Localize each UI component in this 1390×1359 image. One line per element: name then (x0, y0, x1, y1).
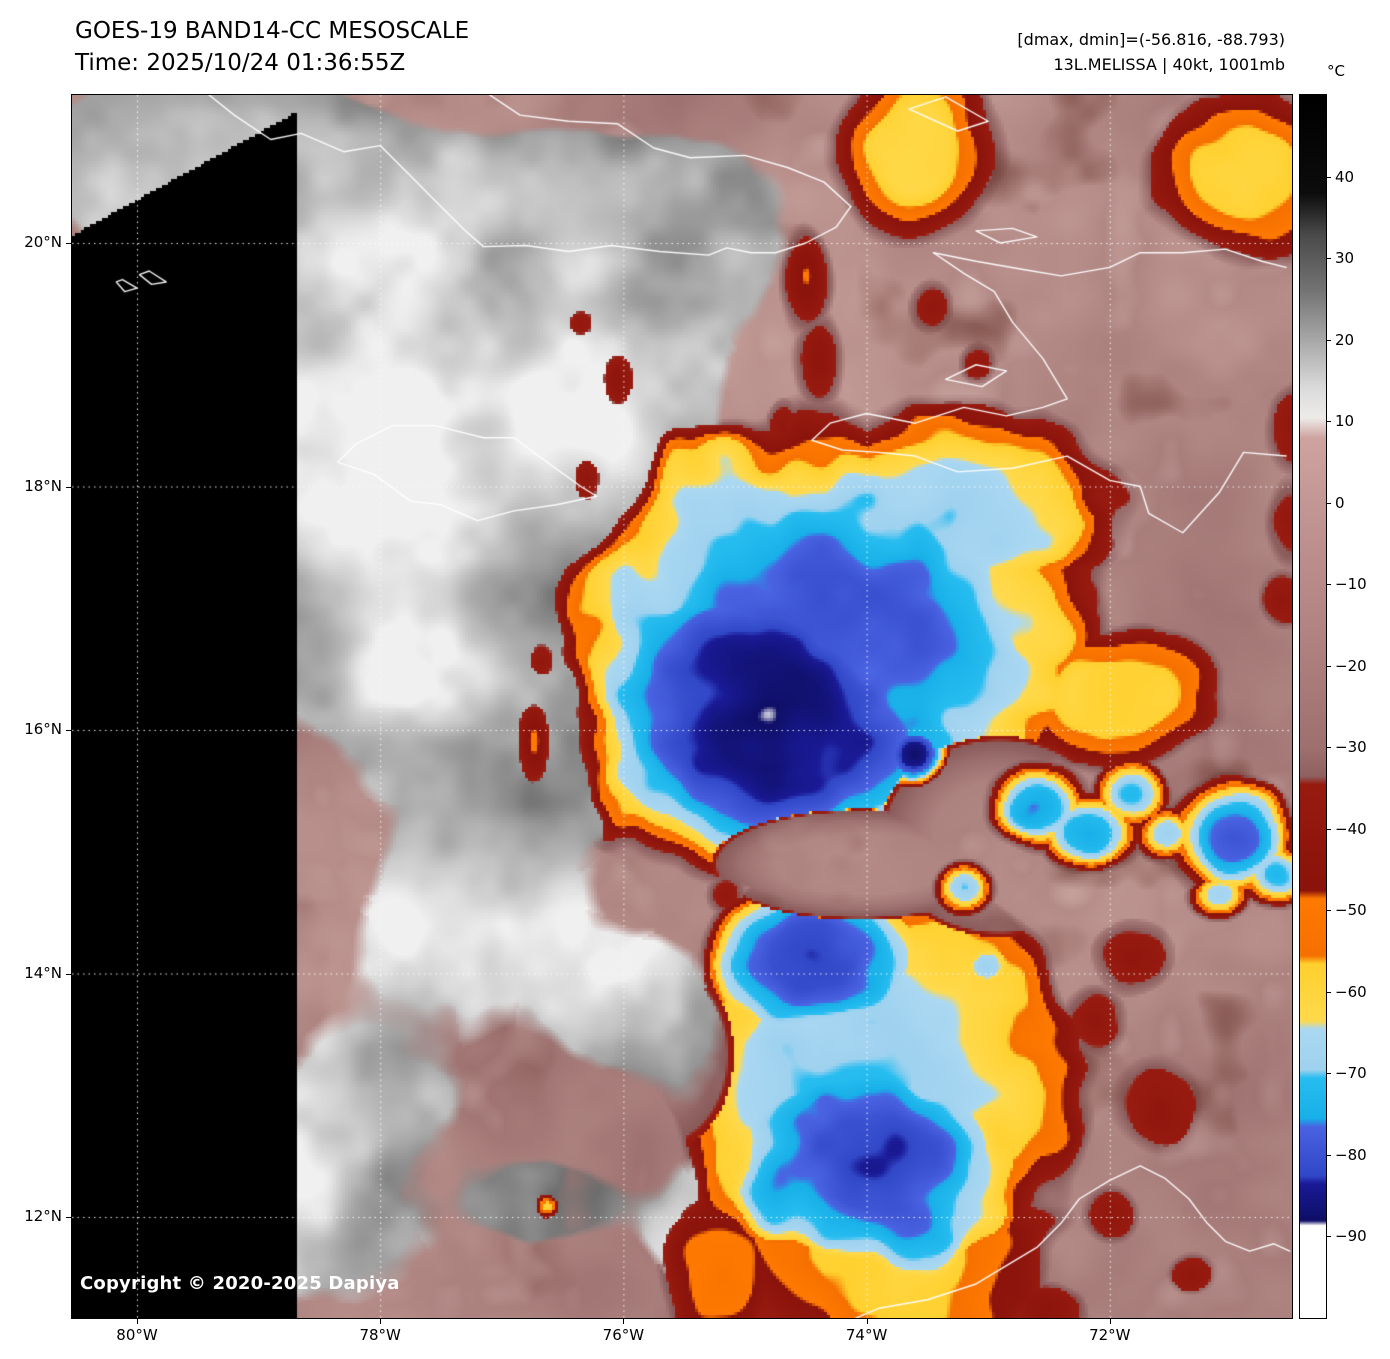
lon-tick-mark (380, 1318, 382, 1324)
colorbar-tick-label: −30 (1335, 738, 1367, 757)
lon-tick-label: 80°W (116, 1326, 158, 1344)
colorbar-tick-mark (1326, 1236, 1331, 1238)
colorbar-tick-mark (1326, 258, 1331, 260)
colorbar-tick-label: −90 (1335, 1227, 1367, 1246)
header-right: [dmax, dmin]=(-56.816, -88.793) 13L.MELI… (1017, 28, 1285, 78)
colorbar (1299, 94, 1327, 1319)
satellite-map: Copyright © 2020-2025 Dapiya (71, 94, 1293, 1319)
colorbar-tick-label: −10 (1335, 575, 1367, 594)
satellite-canvas (72, 95, 1292, 1318)
colorbar-unit-label: °C (1327, 62, 1345, 80)
colorbar-tick-mark (1326, 747, 1331, 749)
colorbar-tick-mark (1326, 421, 1331, 423)
colorbar-tick-mark (1326, 502, 1331, 504)
lon-tick-mark (137, 1318, 138, 1324)
colorbar-tick-mark (1326, 1154, 1331, 1156)
colorbar-tick-label: −50 (1335, 901, 1367, 920)
lon-tick-label: 74°W (845, 1326, 888, 1344)
colorbar-tick-mark (1326, 339, 1331, 341)
lat-tick-label: 12°N (24, 1207, 62, 1225)
lat-tick-label: 20°N (24, 233, 62, 251)
colorbar-tick-label: −20 (1335, 656, 1367, 675)
lat-tick-label: 14°N (24, 963, 62, 982)
colorbar-tick-label: 40 (1335, 167, 1355, 186)
colorbar-tick-label: 10 (1335, 412, 1355, 431)
lon-tick-label: 78°W (359, 1326, 401, 1344)
colorbar-tick-mark (1326, 176, 1331, 178)
colorbar-tick-label: 0 (1335, 493, 1345, 512)
colorbar-tick-label: −60 (1335, 982, 1367, 1001)
colorbar-tick-mark (1326, 1073, 1331, 1075)
lon-tick-mark (1109, 1318, 1111, 1324)
colorbar-tick-label: 20 (1335, 330, 1355, 349)
storm-info-text: 13L.MELISSA | 40kt, 1001mb (1053, 54, 1285, 74)
lat-tick-label: 18°N (24, 476, 62, 495)
header-left: GOES-19 BAND14-CC MESOSCALE Time: 2025/1… (75, 16, 469, 79)
figure-timestamp: Time: 2025/10/24 01:36:55Z (75, 49, 406, 76)
colorbar-tick-mark (1326, 910, 1331, 912)
lon-tick-mark (866, 1318, 868, 1324)
colorbar-tick-mark (1326, 828, 1331, 830)
lon-tick-label: 76°W (602, 1326, 645, 1344)
colorbar-tick-mark (1326, 665, 1331, 667)
copyright-text: Copyright © 2020-2025 Dapiya (80, 1273, 400, 1294)
colorbar-tick-label: −80 (1335, 1145, 1367, 1164)
lon-tick-mark (623, 1318, 625, 1324)
colorbar-tick-label: 30 (1335, 249, 1355, 268)
colorbar-tick-label: −70 (1335, 1064, 1367, 1083)
lat-tick-label: 16°N (24, 720, 62, 738)
lon-tick-label: 72°W (1089, 1326, 1131, 1344)
dmax-dmin-text: [dmax, dmin]=(-56.816, -88.793) (1017, 30, 1285, 49)
colorbar-tick-mark (1326, 584, 1331, 586)
colorbar-canvas (1300, 95, 1326, 1318)
colorbar-tick-label: −40 (1335, 819, 1367, 838)
figure-title: GOES-19 BAND14-CC MESOSCALE (75, 18, 470, 44)
colorbar-tick-mark (1326, 991, 1331, 993)
